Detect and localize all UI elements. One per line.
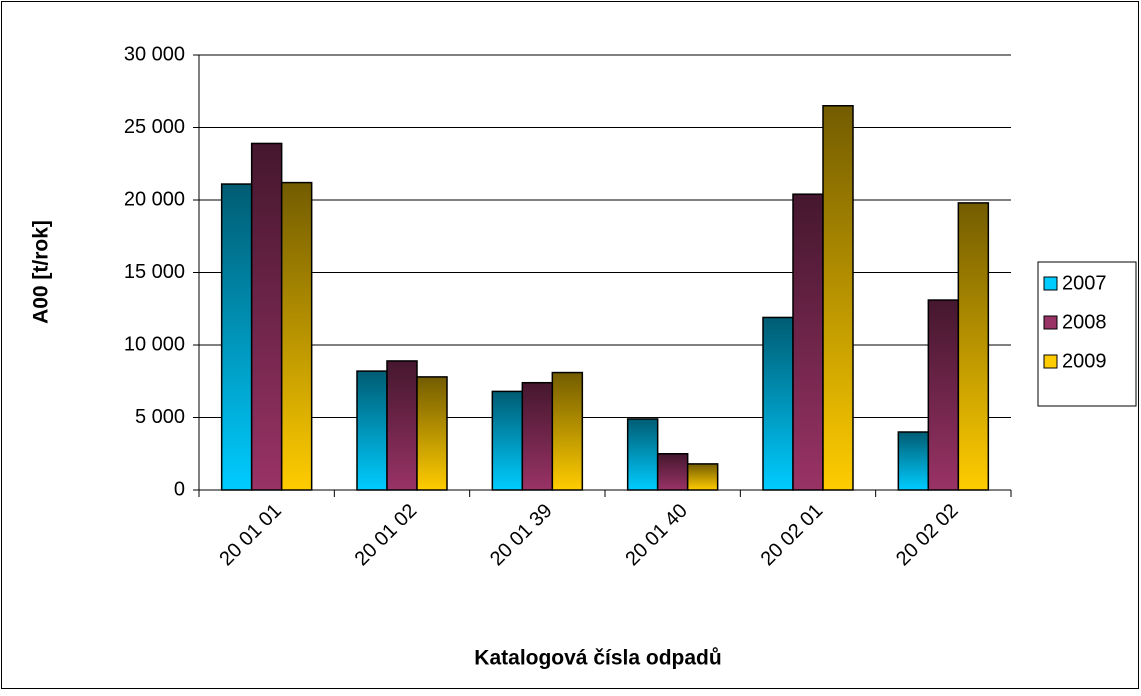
bar [686,463,719,491]
bar [656,453,689,491]
y-tick-label: 10 000 [124,333,185,355]
bar [762,316,794,491]
y-tick-label: 15 000 [124,261,185,283]
bar [280,181,313,491]
y-tick-label: 20 000 [124,188,185,210]
y-tick-label: 0 [174,478,185,500]
y-tick-label: 25 000 [124,116,185,138]
bar [897,431,930,491]
bar [927,299,960,491]
legend-label: 2008 [1062,311,1107,333]
bar [220,183,253,491]
bar [626,418,659,491]
y-tick-label: 30 000 [124,43,185,65]
legend-label: 2007 [1062,272,1107,294]
bar [957,202,990,491]
bar [386,360,418,491]
bar [250,142,283,491]
legend-swatch [1043,315,1058,330]
legend-swatch [1043,276,1058,291]
bar [521,381,554,491]
bar [822,105,854,491]
y-tick-label: 5 000 [135,406,185,428]
legend-swatch [1043,354,1058,369]
bar [551,371,584,491]
bar [792,193,824,491]
x-axis-title: Katalogová čísla odpadů [474,647,721,670]
y-axis-title: A00 [t/rok] [30,220,53,324]
legend-label: 2009 [1062,350,1107,372]
bar [416,376,448,491]
bar [356,370,388,491]
bar [491,390,524,491]
